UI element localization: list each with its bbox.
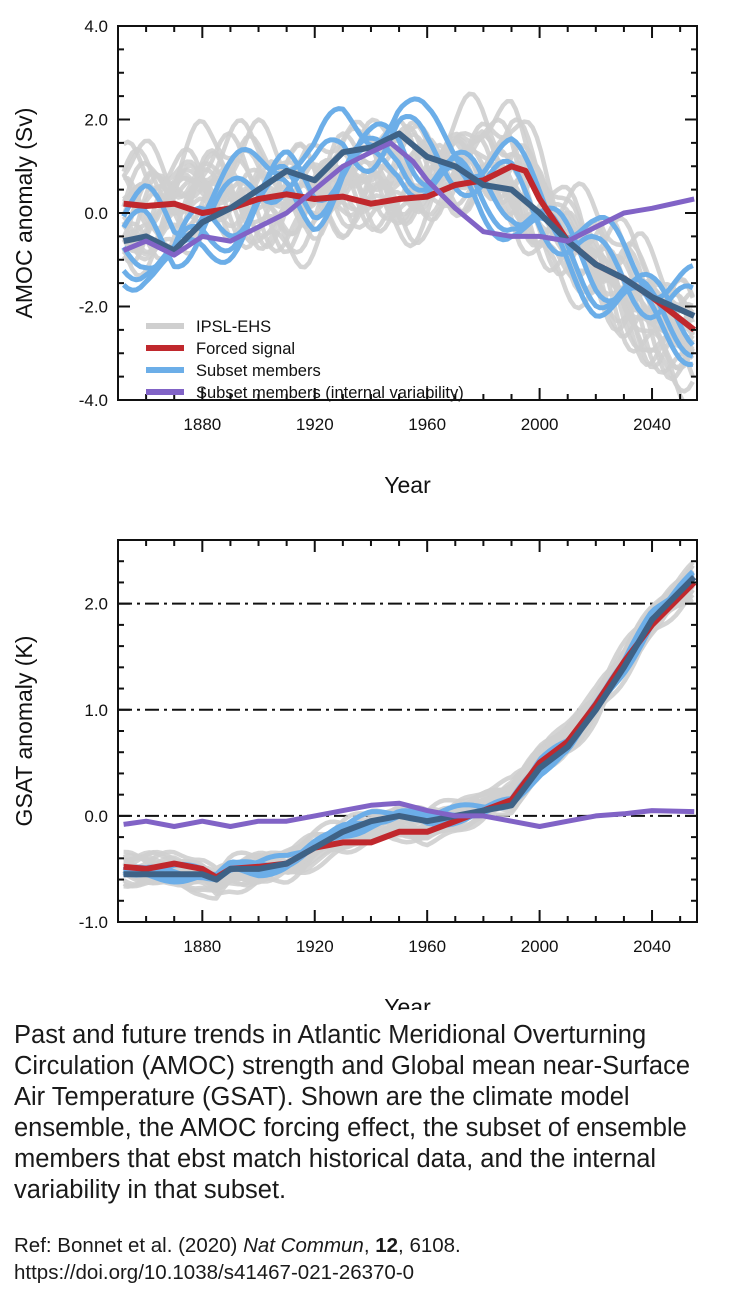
legend-label: Subset members [196,362,321,380]
ensemble-member-line [123,581,695,897]
x-tick-label: 1920 [296,937,334,956]
y-tick-label: 1.0 [84,701,108,720]
subset-member-line [121,114,694,321]
y-tick-label: -1.0 [79,913,108,932]
ensemble-member-line [123,597,694,901]
legend-label: IPSL-EHS [196,318,271,336]
figure-caption: Past and future trends in Atlantic Merid… [14,1021,691,1204]
ensemble-member-line [121,117,694,308]
y-tick-label: -2.0 [79,298,108,317]
subset-member-line [121,121,695,347]
x-tick-label: 2000 [521,415,559,434]
x-tick-label: 1920 [296,415,334,434]
ensemble-member-line [122,588,695,894]
subset-member-line [121,135,694,359]
y-tick-label: 4.0 [84,17,108,36]
y-tick-label: 0.0 [84,807,108,826]
amoc-chart: 1880 1920 1960 2000 2040 -4.0 -2.0 0.0 2.0 4.0 Yea… [11,17,698,498]
internal-variability-line [123,800,695,829]
legend-label: Forced signal [196,340,295,358]
x-axis-title: Year [384,472,431,498]
internal-variability-line [122,140,695,258]
reference-prefix: Ref: Bonnet et al. (2020) [14,1234,244,1257]
reference-block: Ref: Bonnet et al. (2020) Nat Commun, 12… [14,1232,726,1286]
subset-mean-line [122,130,696,319]
plot-area [122,560,697,901]
x-tick-label: 1880 [183,415,221,434]
plot-area [121,91,697,400]
x-axis-title: Year [384,994,431,1010]
ensemble-member-line [122,593,695,894]
reference-sep: , [363,1234,376,1257]
ensemble-member-line [122,583,695,887]
reference-citation: Ref: Bonnet et al. (2020) Nat Commun, 12… [14,1232,726,1259]
legend: IPSL-EHS Forced signal Subset members Subse… [146,318,464,402]
reference-volume: 12 [375,1234,399,1257]
subset-member-line [121,146,694,368]
forced-signal-line [123,580,697,881]
legend-label: Subset members (internal variability) [196,384,464,402]
x-tick-label: 2040 [633,415,671,434]
y-tick-label: 2.0 [84,111,108,130]
x-tick-label: 2000 [521,937,559,956]
y-tick-label: 0.0 [84,204,108,223]
x-tick-label: 2040 [633,937,671,956]
subset-member-line [121,96,694,301]
y-tick-label: -4.0 [79,391,108,410]
reference-doi[interactable]: https://doi.org/10.1038/s41467-021-26370… [14,1261,415,1284]
gsat-chart: 1880 1920 1960 2000 2040 -1.0 0.0 1.0 2.0 Year GSA… [11,539,698,1010]
ensemble-member-line [122,588,695,889]
subset-mean-line [123,574,697,883]
x-tick-label: 1880 [183,937,221,956]
figure-canvas: 1880 1920 1960 2000 2040 -4.0 -2.0 0.0 2.0 4.0 Yea… [11,17,698,1010]
reference-journal: Nat Commun [243,1234,364,1257]
x-tick-label: 1960 [408,415,446,434]
reference-pages: , 6108. [398,1234,461,1257]
y-axis-title: GSAT anomaly (K) [11,636,37,827]
y-axis-title: AMOC anomaly (Sv) [11,108,37,319]
y-tick-label: 2.0 [84,595,108,614]
x-tick-label: 1960 [408,937,446,956]
